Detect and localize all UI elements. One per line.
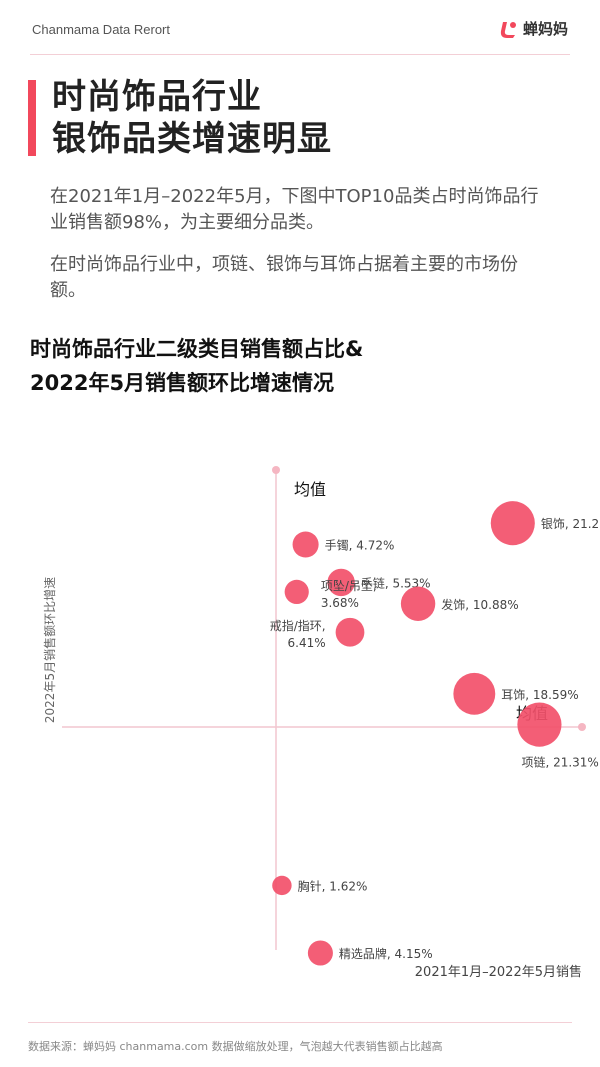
bubble-3 (284, 579, 309, 605)
brand-logo-icon (500, 21, 516, 38)
header-divider (30, 54, 570, 55)
bubble-1 (292, 531, 319, 558)
bubbles-group: 银饰, 21.21% 手镯, 4.72% 手链, 5.53%项坠/吊坠,3.68% 发… (270, 501, 600, 966)
page-title-line2: 银饰品类增速明显 (52, 119, 332, 159)
report-label: Chanmama Data Rerort (32, 22, 170, 37)
bubble-label-7: 项链, 21.31% (521, 755, 598, 770)
bubble-label-8: 胸针, 1.62% (298, 878, 368, 893)
bubble-0 (490, 501, 535, 546)
page-title-line1: 时尚饰品行业 (52, 77, 262, 117)
bubble-7 (517, 702, 562, 747)
bubble-4 (400, 586, 436, 621)
title-accent-bar (28, 80, 36, 156)
bubble-8 (272, 875, 292, 896)
brand: 蝉妈妈 (499, 18, 568, 39)
bubble-chart: 均值 均值 2022年5月销售额环比增速 2021年1月–2022年5月销售 银… (42, 466, 600, 980)
footer-divider (28, 1022, 572, 1023)
bubble-label-0: 银饰, 21.21% (541, 517, 600, 531)
x-axis-label: 2021年1月–2022年5月销售 (415, 964, 582, 980)
x-axis-end-dot (578, 723, 586, 731)
chart-title-line2: 2022年5月销售额环比增速情况 (30, 371, 335, 395)
brand-name: 蝉妈妈 (522, 20, 568, 38)
description-paragraph-1: 在2021年1月–2022年5月，下图中TOP10品类占时尚饰品行业销售额98%… (50, 186, 539, 233)
bubble-label-5: 戒指/指环, 6.41% (270, 618, 326, 650)
chart-title: 时尚饰品行业二级类目销售额占比& 2022年5月销售额环比增速情况 (30, 332, 363, 400)
page-title: 时尚饰品行业 银饰品类增速明显 (52, 76, 332, 160)
y-axis-end-dot (272, 466, 280, 474)
footer-note: 数据来源：蝉妈妈 chanmama.com 数据做缩放处理，气泡越大代表销售额占… (28, 1040, 443, 1053)
bubble-label-4: 发饰, 10.88% (441, 597, 518, 612)
y-axis-label: 2022年5月销售额环比增速 (42, 577, 57, 723)
bubble-label-6: 耳饰, 18.59% (501, 688, 578, 702)
header: Chanmama Data Rerort 蝉妈妈 (0, 0, 600, 56)
description-paragraph-2: 在时尚饰品行业中，项链、银饰与耳饰占据着主要的市场份额。 (50, 254, 518, 301)
bubble-5 (335, 617, 365, 647)
bubble-label-3: 项坠/吊坠, 3.68% (321, 579, 377, 610)
bubble-label-9: 精选品牌, 4.15% (339, 947, 433, 961)
bubble-label-2: 手链, 5.53% (361, 575, 431, 590)
chart-title-line1: 时尚饰品行业二级类目销售额占比& (30, 337, 364, 361)
bubble-2 (327, 568, 355, 597)
bubble-label-1: 手镯, 4.72% (325, 538, 395, 553)
y-mean-label: 均值 (294, 480, 326, 499)
bubble-9 (307, 940, 333, 966)
bubble-6 (453, 672, 496, 715)
